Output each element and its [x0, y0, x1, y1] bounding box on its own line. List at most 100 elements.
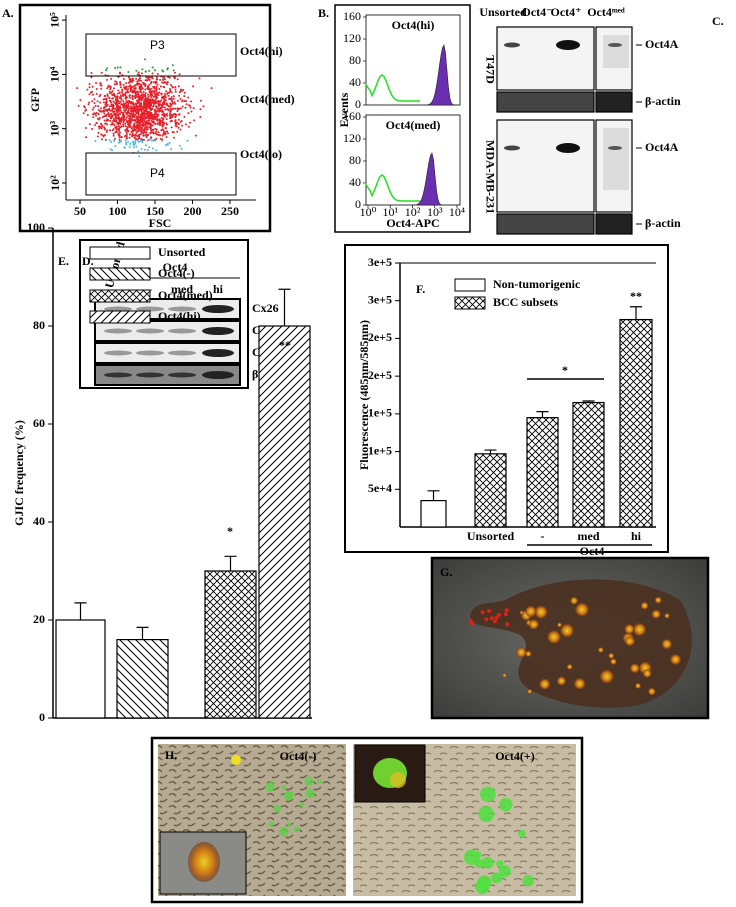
event-dot [184, 123, 187, 126]
plot-frame [365, 114, 461, 206]
event-dot [143, 101, 146, 104]
event-dot [143, 123, 145, 126]
event-dot [156, 122, 159, 125]
event-dot [113, 118, 115, 120]
cell [642, 669, 652, 678]
event-dot [145, 76, 148, 79]
cell [608, 652, 615, 659]
event-dot [153, 114, 156, 117]
cell [505, 622, 510, 627]
event-dot [109, 129, 111, 132]
event-dot [120, 136, 123, 138]
event-dot [124, 134, 127, 137]
event-dot [163, 76, 166, 79]
event-dot [98, 127, 101, 130]
event-dot [139, 133, 142, 136]
event-dot [107, 108, 110, 111]
event-dot [177, 118, 180, 121]
cell [474, 879, 490, 895]
event-dot [84, 106, 86, 109]
event-dot [113, 83, 116, 86]
event-dot [192, 85, 195, 88]
event-dot [171, 108, 174, 110]
event-dot [85, 108, 88, 111]
column-label: Oct4ᵐᵉᵈ [587, 5, 625, 19]
event-dot [119, 112, 122, 115]
y-tick-label: 120 [343, 31, 361, 45]
event-dot [139, 88, 142, 91]
event-dot [140, 139, 142, 142]
bar [204, 570, 257, 719]
event-dot [129, 116, 132, 119]
event-dot [133, 136, 136, 139]
event-dot [136, 93, 139, 96]
x-tick-label: - [541, 529, 545, 543]
event-dot [109, 148, 112, 151]
event-dot [138, 79, 141, 82]
gate-label: P4 [150, 166, 165, 180]
event-dot [106, 108, 109, 111]
event-dot [128, 85, 130, 88]
event-dot [164, 108, 167, 111]
event-dot [120, 140, 123, 143]
event-dot [155, 78, 158, 81]
event-dot [167, 94, 170, 97]
event-dot [137, 117, 140, 119]
event-dot [118, 138, 121, 141]
event-dot [109, 109, 112, 112]
event-dot [172, 97, 175, 100]
event-dot [148, 146, 151, 149]
event-dot [161, 121, 164, 124]
event-dot [165, 122, 168, 125]
event-dot [93, 98, 96, 101]
event-dot [124, 122, 127, 125]
event-dot [171, 98, 173, 101]
event-dot [144, 70, 147, 73]
event-dot [120, 111, 123, 114]
event-dot [174, 86, 177, 88]
event-dot [100, 133, 103, 136]
event-dot [169, 102, 172, 105]
cell [525, 605, 537, 618]
event-dot [145, 117, 148, 120]
bar [619, 318, 653, 528]
event-dot [128, 126, 131, 128]
event-dot [158, 123, 161, 126]
event-dot [153, 100, 156, 103]
event-dot [135, 145, 138, 148]
event-dot [111, 114, 114, 117]
event-dot [166, 83, 169, 86]
event-dot [198, 77, 201, 80]
event-dot [148, 83, 151, 86]
event-dot [167, 108, 170, 111]
event-dot [138, 155, 141, 158]
blot [496, 119, 595, 213]
event-dot [154, 93, 157, 96]
cell [493, 619, 497, 624]
event-dot [165, 136, 168, 138]
y-axis-label: Fluorescence (485nm/585nm) [357, 320, 371, 470]
event-dot [131, 135, 134, 138]
event-dot [94, 112, 97, 115]
cell [525, 650, 532, 657]
y-tick-label: 10⁵ [48, 12, 62, 28]
event-dot [108, 90, 111, 93]
event-dot [103, 95, 106, 98]
event-dot [183, 95, 186, 98]
y-tick-label: 120 [343, 131, 361, 145]
event-dot [151, 120, 154, 123]
event-dot [163, 101, 166, 104]
y-axis-label: Events [337, 92, 351, 127]
event-dot [137, 150, 140, 153]
event-dot [181, 124, 184, 127]
cell [534, 605, 548, 619]
event-dot [116, 128, 119, 131]
event-dot [119, 86, 122, 89]
event-dot [168, 141, 171, 144]
event-dot [162, 129, 165, 132]
event-dot [179, 90, 182, 93]
event-dot [135, 121, 138, 124]
event-dot [133, 85, 135, 88]
panel-frame [18, 3, 272, 233]
panel-label: D. [82, 254, 94, 268]
